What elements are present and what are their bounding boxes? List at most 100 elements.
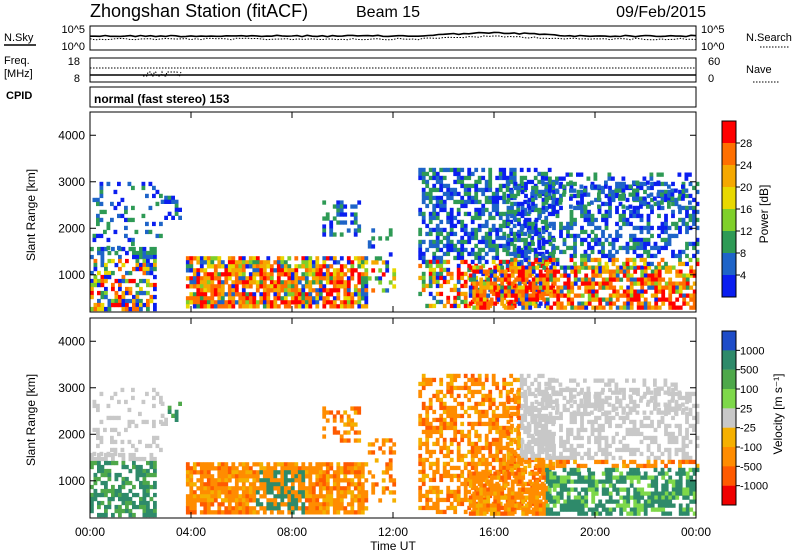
heatmap-cell [449,477,454,483]
heatmap-cell [474,461,479,467]
heatmap-cell [446,195,451,201]
heatmap-cell [425,263,430,269]
heatmap-cell [583,249,588,255]
heatmap-cell [266,486,271,491]
heatmap-cell [160,421,165,426]
heatmap-cell [615,305,620,310]
heatmap-cell [124,233,128,239]
heatmap-cell [493,499,498,504]
heatmap-cell [664,471,669,476]
heatmap-cell [646,221,651,227]
heatmap-cell [626,487,631,492]
heatmap-cell [629,293,634,298]
heatmap-cell [552,277,557,282]
heatmap-cell [308,260,313,265]
heatmap-cell [273,470,278,475]
heatmap-cell [523,381,528,387]
heatmap-cell [577,269,582,274]
heatmap-cell [364,280,369,285]
heatmap-cell [308,280,313,285]
heatmap-cell [152,403,156,409]
heatmap-cell [127,407,132,413]
heatmap-cell [357,482,362,487]
heatmap-cell [643,277,648,282]
heatmap-cell [685,221,689,227]
heatmap-cell [481,203,486,209]
heatmap-cell [322,216,327,221]
heatmap-cell [238,510,243,515]
heatmap-cell [524,289,529,294]
heatmap-cell [577,499,582,504]
heatmap-cell [325,268,330,273]
heatmap-cell [643,511,648,516]
heatmap-cell [146,254,150,260]
heatmap-cell [460,473,465,479]
heatmap-cell [164,215,168,220]
heatmap-cell [446,271,451,277]
heatmap-cell [315,478,320,483]
heatmap-cell [262,486,267,491]
heatmap-cell [488,389,493,395]
nsky-trace [90,31,697,38]
heatmap-cell [234,260,239,265]
heatmap-cell [654,487,659,492]
heatmap-cell [142,512,147,518]
heatmap-cell [238,462,243,467]
heatmap-cell [479,499,484,504]
heatmap-cell [601,491,606,496]
heatmap-cell [537,295,542,301]
heatmap-cell [695,201,700,207]
heatmap-cell [343,292,348,297]
heatmap-cell [148,181,153,187]
heatmap-cell [343,304,348,309]
heatmap-cell [357,462,362,467]
heatmap-cell [113,427,118,433]
heatmap-cell [425,171,430,177]
heatmap-cell [217,264,222,269]
heatmap-cell [357,474,362,479]
heatmap-cell [241,296,246,301]
heatmap-cell [549,305,554,310]
heatmap-cell [171,195,175,200]
heatmap-cell [692,269,697,274]
heatmap-cell [496,471,501,476]
heatmap-cell [559,221,563,227]
heatmap-cell [220,510,225,515]
heatmap-cell [580,225,584,231]
heatmap-cell [287,498,292,503]
heatmap-cell [489,483,494,488]
heatmap-cell [573,293,578,298]
heatmap-cell [510,281,515,286]
heatmap-cell [114,262,119,268]
heatmap-cell [439,263,444,269]
heatmap-cell [482,289,487,294]
heatmap-cell [510,209,514,215]
heatmap-cell [203,474,208,479]
heatmap-cell [594,507,599,512]
heatmap-cell [192,462,197,467]
heatmap-cell [121,294,126,300]
heatmap-cell [491,227,496,233]
heatmap-cell [322,462,327,467]
heatmap-cell [353,288,358,293]
heatmap-cell [325,276,330,281]
heatmap-cell [227,272,232,277]
heatmap-cell [234,284,239,289]
heatmap-cell [388,280,393,285]
heatmap-cell [541,245,546,251]
heatmap-cell [580,511,585,516]
heatmap-cell [100,274,105,280]
heatmap-cell [601,189,605,195]
heatmap-cell [418,211,423,217]
heatmap-cell [269,474,274,479]
heatmap-cell [425,505,430,511]
heatmap-cell [329,490,334,495]
heatmap-cell [146,488,150,494]
heatmap-cell [432,203,437,209]
heatmap-cell [615,277,620,282]
heatmap-cell [477,211,482,217]
heatmap-cell [259,300,264,305]
heatmap-cell [660,200,664,205]
heatmap-cell [142,508,147,514]
heatmap-cell [460,203,465,209]
